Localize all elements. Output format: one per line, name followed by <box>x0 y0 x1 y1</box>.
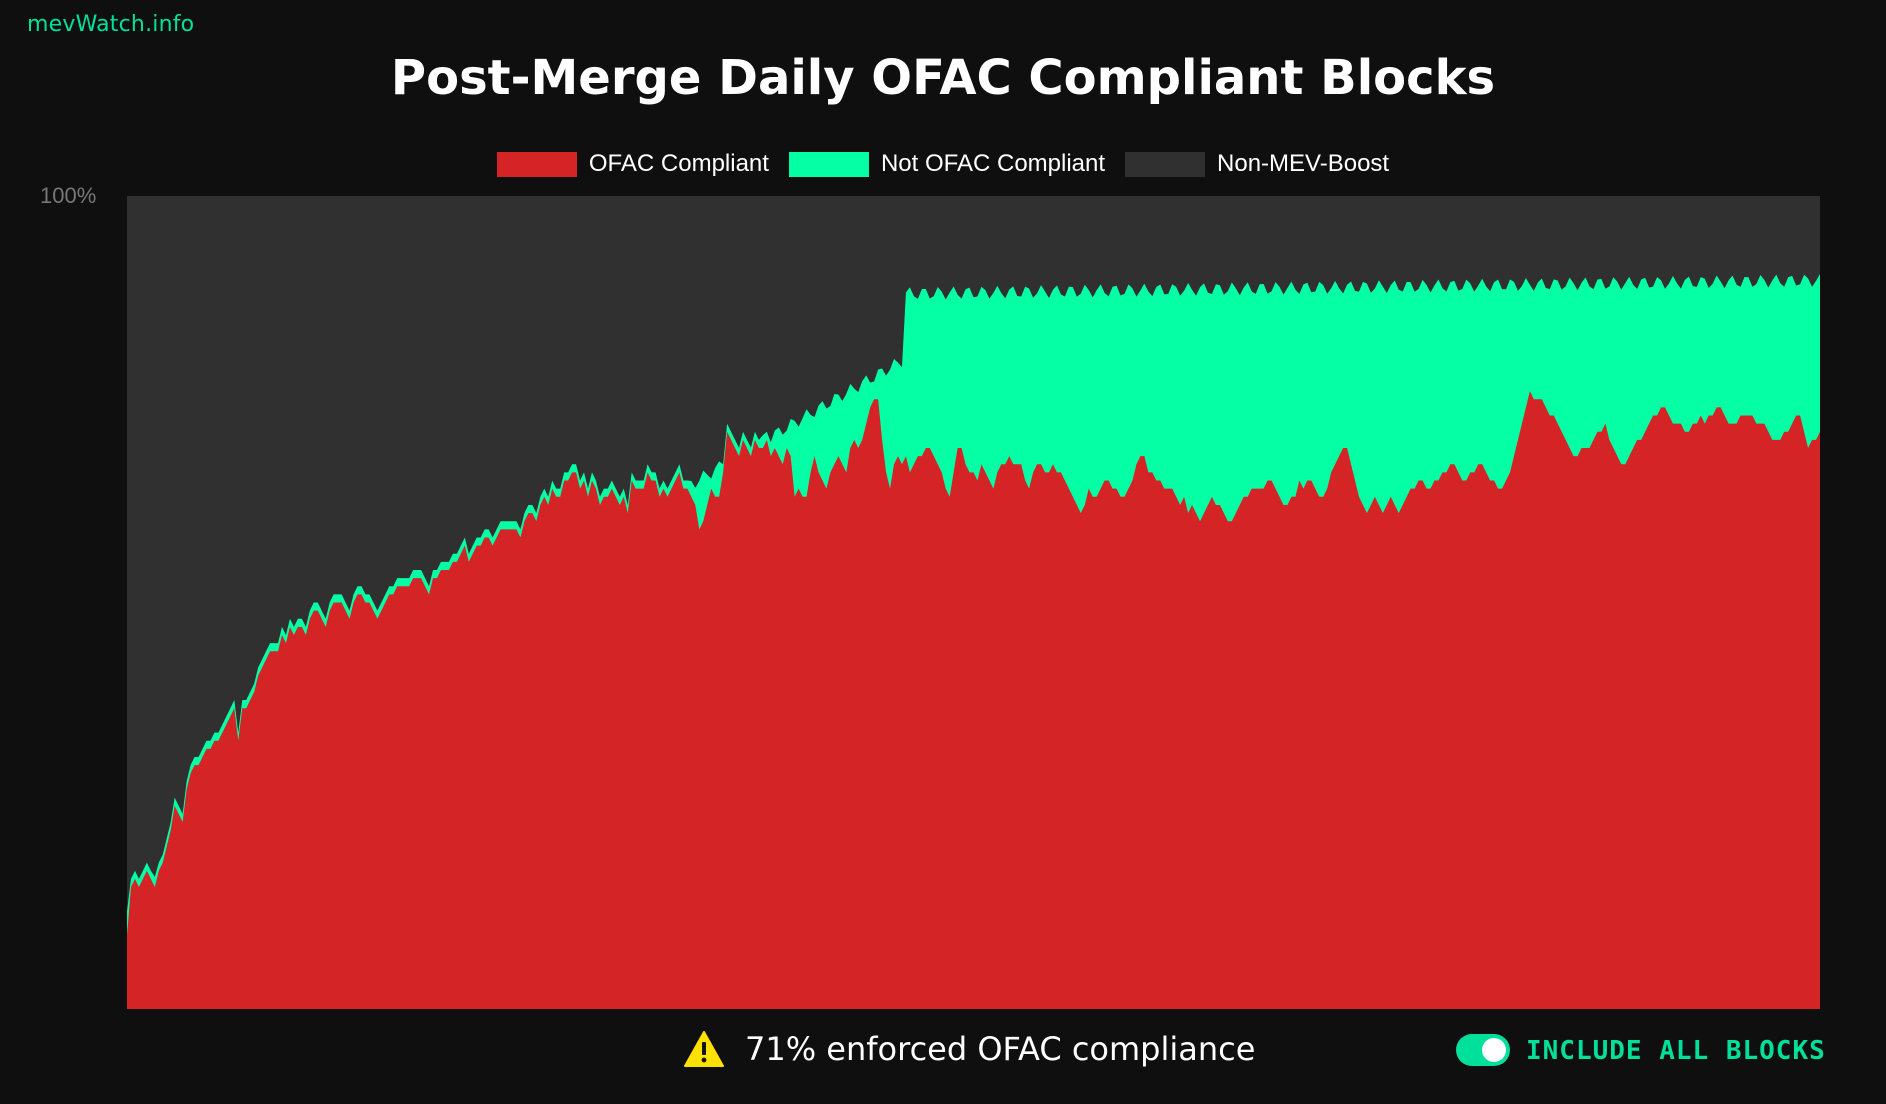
legend-label-ofac: OFAC Compliant <box>588 150 769 177</box>
legend-item-ofac[interactable]: OFAC Compliant <box>496 150 769 178</box>
include-all-blocks-label[interactable]: INCLUDE ALL BLOCKS <box>1526 1036 1826 1066</box>
chart-title: Post-Merge Daily OFAC Compliant Blocks <box>390 50 1496 106</box>
legend-label-not-ofac: Not OFAC Compliant <box>880 150 1106 177</box>
chart-legend: OFAC Compliant Not OFAC Compliant Non-ME… <box>0 150 1886 178</box>
brand-link[interactable]: mevWatch.info <box>27 12 195 37</box>
ofac-area <box>127 391 1820 1009</box>
legend-swatch-not-ofac <box>788 151 869 177</box>
compliance-summary: 71% enforced OFAC compliance <box>745 1030 1256 1068</box>
y-tick-label-100: 100% <box>40 183 97 208</box>
legend-item-non-mev[interactable]: Non-MEV-Boost <box>1125 150 1389 178</box>
warning-icon <box>684 1031 724 1067</box>
legend-item-not-ofac[interactable]: Not OFAC Compliant <box>788 150 1106 178</box>
toggle-knob <box>1482 1038 1506 1062</box>
legend-swatch-non-mev <box>1125 151 1206 177</box>
legend-label-non-mev: Non-MEV-Boost <box>1217 150 1390 177</box>
legend-swatch-ofac <box>496 151 577 177</box>
include-all-blocks-toggle[interactable] <box>1456 1034 1510 1066</box>
